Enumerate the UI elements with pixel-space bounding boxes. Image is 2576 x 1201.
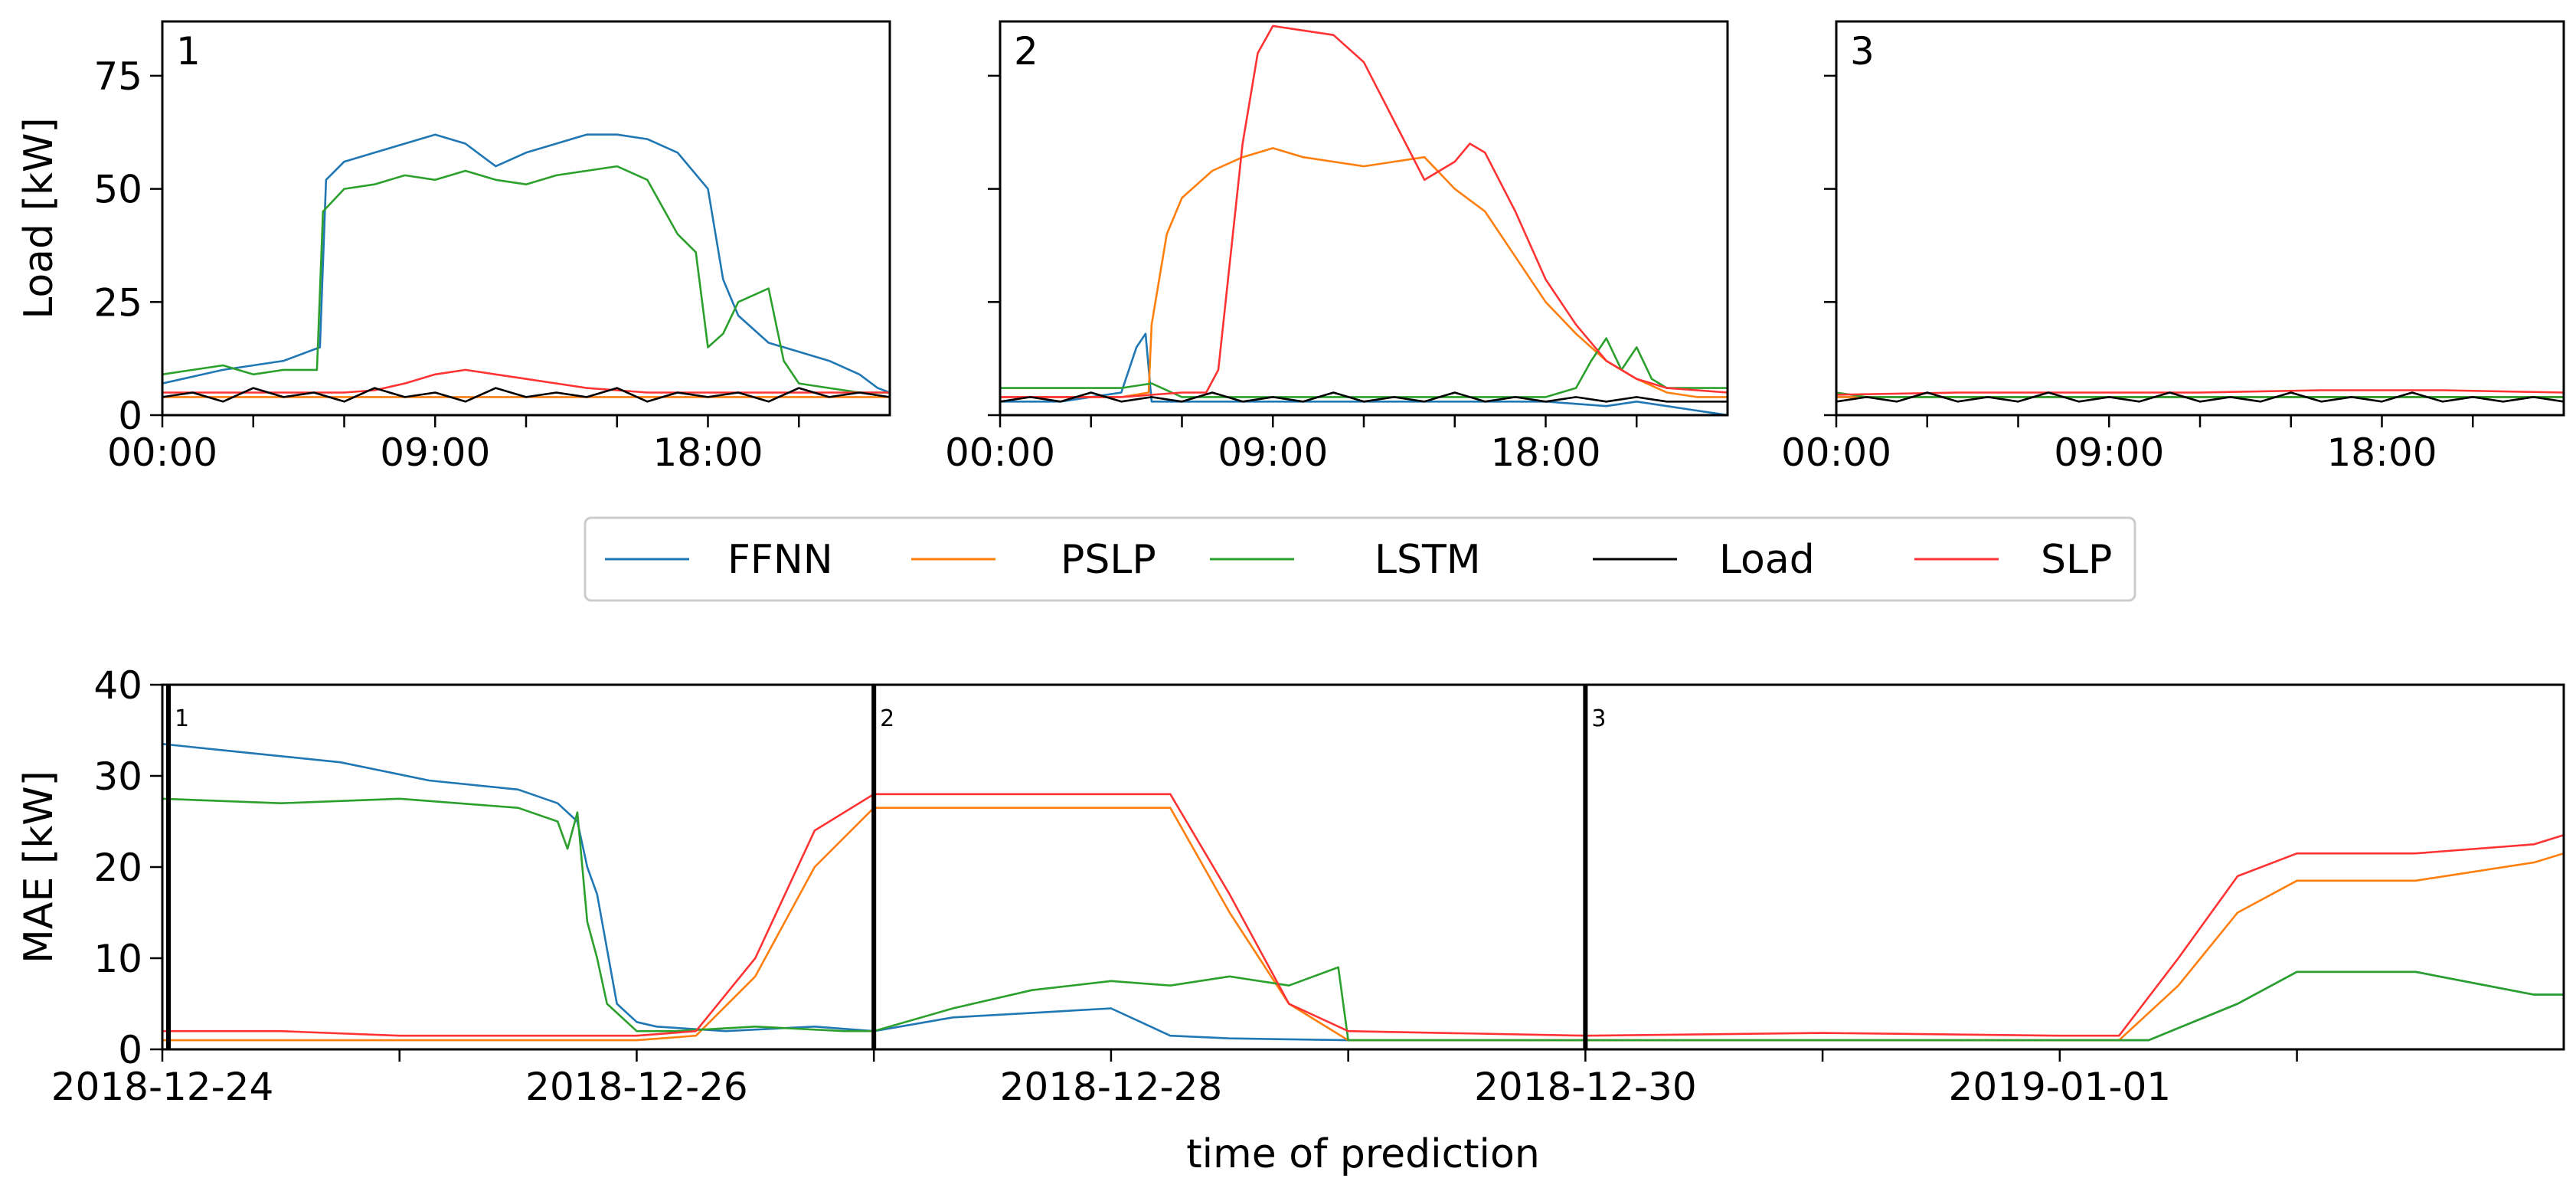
1-series-lstm <box>162 165 890 394</box>
2-series-group <box>1000 25 1728 415</box>
2-xtick-label-6: 18:00 <box>1490 430 1600 475</box>
2-series-slp <box>1000 25 1728 398</box>
legend-label-slp: SLP <box>2041 537 2112 583</box>
bottom-ytick-label-1: 10 <box>93 937 142 981</box>
panel-label-1: 1 <box>176 29 201 74</box>
1-xtick-label-6: 18:00 <box>652 430 763 475</box>
bottom-ytick-label-2: 20 <box>93 846 142 890</box>
window-marker-label-2: 2 <box>880 705 894 732</box>
panel-1-chart: 00:00 09:00 18:00 0 25 50 75 1 Load [kW] <box>16 20 891 475</box>
mae-timeline-chart: 1 2 3 2018-12-24 2018-12-26 2018-12-28 2018-12… <box>16 663 2565 1177</box>
1-series-ffnn <box>162 133 890 394</box>
3-series-load <box>1836 391 2564 403</box>
2-xtick-label-0: 00:00 <box>945 430 1055 475</box>
bottom-frame <box>161 683 2565 1051</box>
3-series-group <box>1836 389 2564 403</box>
1-xtick-label-3: 09:00 <box>380 430 490 475</box>
2-series-pslp <box>1000 147 1728 398</box>
bottom-xtick-label-6: 2018-12-30 <box>1474 1065 1697 1109</box>
1-ytick-label-2: 50 <box>93 168 142 212</box>
legend-frame <box>584 516 2136 602</box>
window-marker-label-1: 1 <box>175 705 189 732</box>
1-ytick-label-1: 25 <box>93 280 142 325</box>
legend-label-lstm: LSTM <box>1375 537 1481 583</box>
2-series-lstm <box>1000 337 1728 398</box>
1-xtick-label-0: 00:00 <box>107 430 217 475</box>
bottom-series-group <box>162 742 2564 1042</box>
bottom-xtick-label-8: 2019-01-01 <box>1949 1065 2172 1109</box>
1-series-slp <box>162 368 890 394</box>
legend-label-ffnn: FFNN <box>727 537 833 583</box>
1-series-load <box>162 387 890 403</box>
bottom-series-pslp <box>162 807 2564 1042</box>
3-frame <box>1835 20 2565 417</box>
1-frame <box>161 20 891 417</box>
window-marker-label-3: 3 <box>1591 705 1606 732</box>
bottom-ytick-label-3: 30 <box>93 754 142 799</box>
2-xtick-label-3: 09:00 <box>1218 430 1328 475</box>
bottom-xtick-label-4: 2018-12-28 <box>1000 1065 1223 1109</box>
legend-label-pslp: PSLP <box>1061 537 1156 583</box>
bottom-series-lstm <box>162 797 2564 1042</box>
panel-3-chart: 00:00 09:00 18:00 3 <box>1781 20 2565 475</box>
bottom-xtick-label-2: 2018-12-26 <box>525 1065 748 1109</box>
bottom-series-ffnn <box>162 742 2564 1042</box>
bottom-xtick-label-0: 2018-12-24 <box>51 1065 274 1109</box>
legend: FFNN PSLP LSTM Load SLP <box>584 516 2136 602</box>
2-series-ffnn <box>1000 332 1728 415</box>
1-ytick-label-0: 0 <box>118 394 142 438</box>
panel-label-3: 3 <box>1850 29 1875 74</box>
1-y-axis-label: Load [kW] <box>16 117 62 319</box>
bottom-y-axis-label: MAE [kW] <box>16 771 62 964</box>
1-ytick-label-3: 75 <box>93 54 142 99</box>
2-series-load <box>1000 391 1728 403</box>
2-frame <box>999 20 1729 417</box>
panel-2-chart: 00:00 09:00 18:00 2 <box>945 20 1729 475</box>
bottom-ytick-label-0: 0 <box>118 1028 142 1072</box>
panel-label-2: 2 <box>1014 29 1038 74</box>
3-xtick-label-6: 18:00 <box>2326 430 2437 475</box>
1-series-group <box>162 133 890 403</box>
bottom-ytick-label-4: 40 <box>93 663 142 708</box>
3-series-slp <box>1836 389 2564 396</box>
3-xtick-label-3: 09:00 <box>2054 430 2164 475</box>
legend-label-load: Load <box>1719 537 1815 583</box>
bottom-x-axis-label: time of prediction <box>1186 1131 1540 1177</box>
3-xtick-label-0: 00:00 <box>1781 430 1891 475</box>
bottom-series-slp <box>162 793 2564 1037</box>
